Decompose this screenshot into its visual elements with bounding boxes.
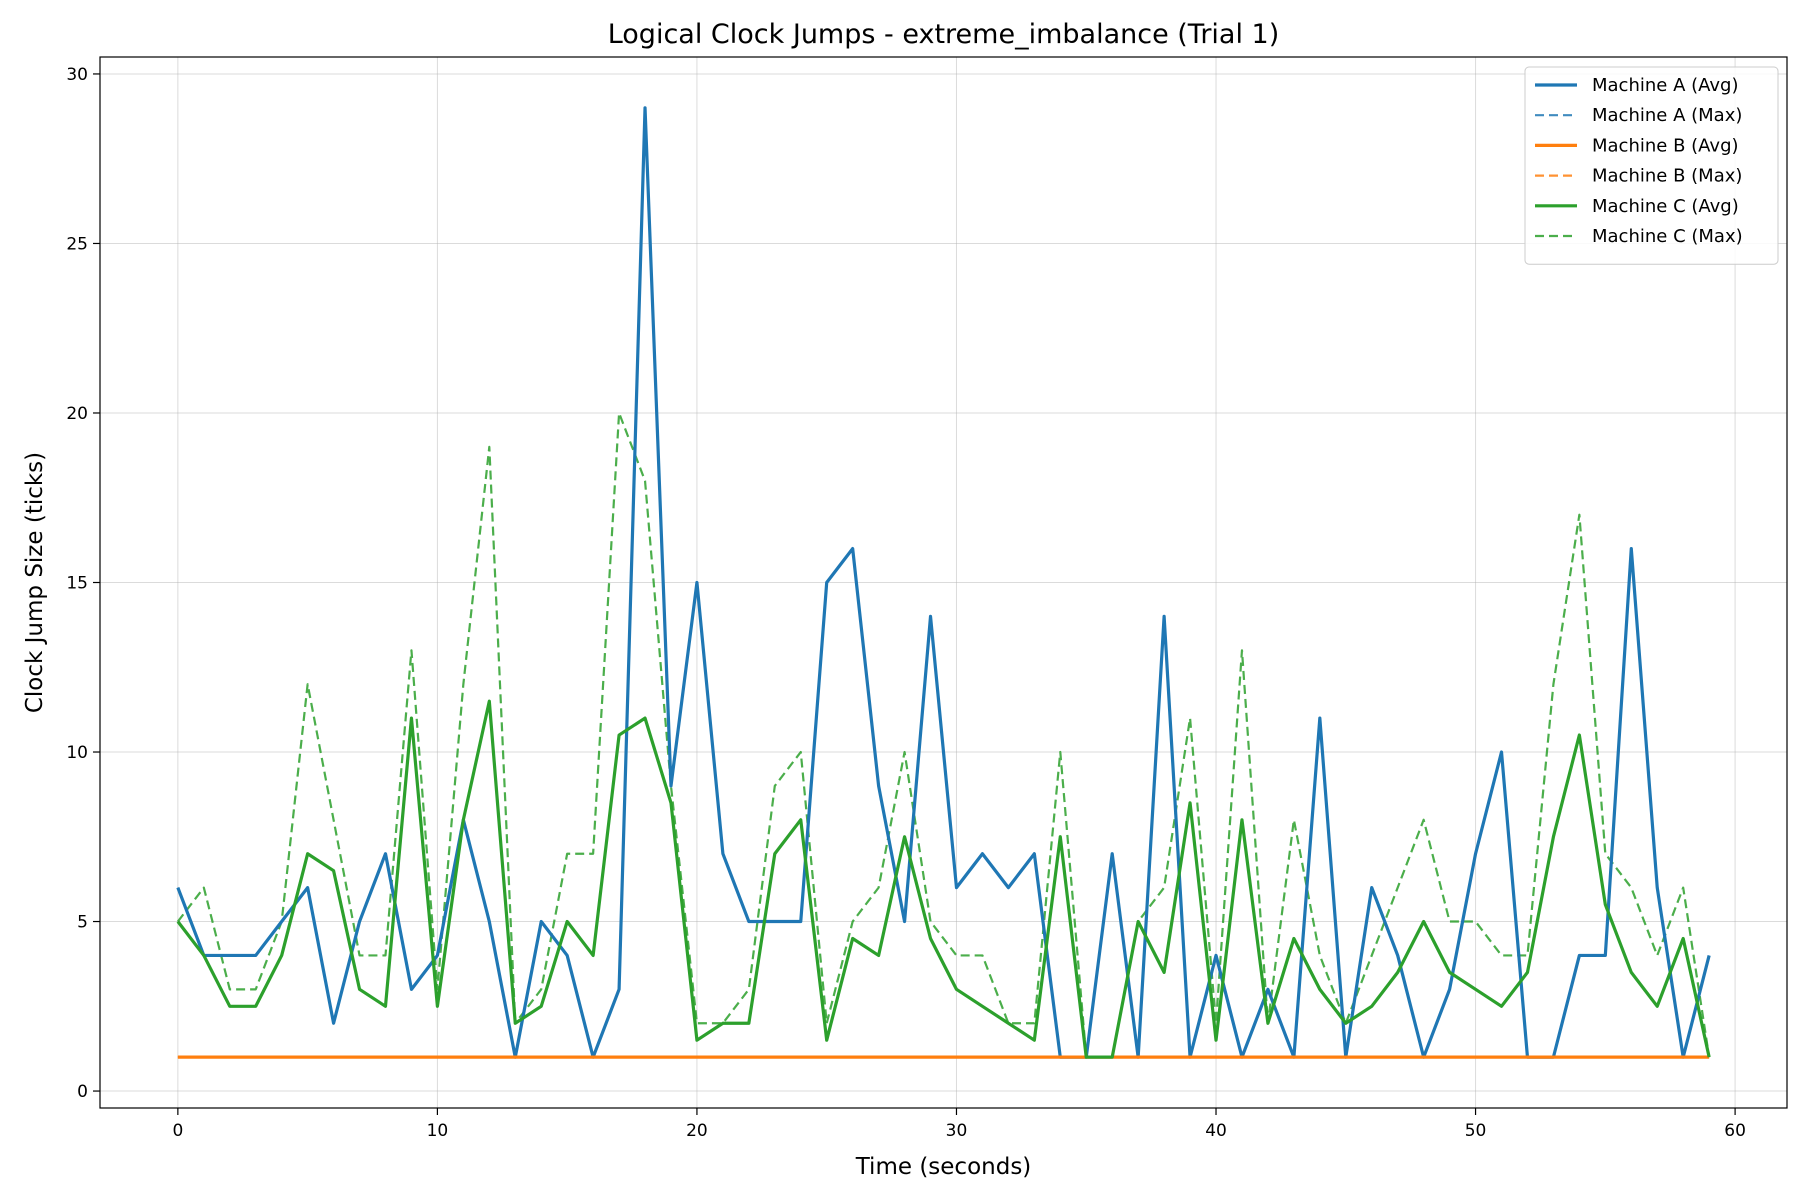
series-line-machine-c-max (176, 411, 1711, 1059)
legend-entry: Machine C (Max) (1592, 226, 1743, 247)
legend-entry: Machine C (Avg) (1592, 196, 1739, 217)
y-tick-label: 15 (66, 574, 88, 594)
x-tick-label: 50 (1465, 1121, 1487, 1141)
y-tick-label: 30 (66, 65, 88, 85)
series-line-machine-c-avg (176, 699, 1711, 1059)
y-tick-label: 0 (77, 1082, 88, 1102)
x-tick-label: 10 (427, 1121, 449, 1141)
legend-entry: Machine A (Max) (1592, 105, 1742, 126)
legend-entry: Machine B (Max) (1592, 166, 1742, 187)
x-tick-label: 30 (946, 1121, 968, 1141)
x-tick-label: 0 (172, 1121, 183, 1141)
y-axis-label: Clock Jump Size (ticks) (22, 452, 48, 713)
y-tick-label: 5 (77, 913, 88, 933)
y-tick-label: 20 (66, 404, 88, 424)
series-layer (176, 106, 1711, 1059)
x-axis-label: Time (seconds) (855, 1154, 1032, 1180)
legend-entry: Machine A (Avg) (1592, 75, 1739, 96)
legend-box (1524, 66, 1779, 265)
x-tick-label: 20 (686, 1121, 708, 1141)
chart-title: Logical Clock Jumps - extreme_imbalance … (608, 19, 1280, 50)
y-tick-label: 25 (66, 234, 88, 254)
legend-entry: Machine B (Avg) (1592, 135, 1739, 156)
x-tick-label: 60 (1724, 1121, 1746, 1141)
ticks: 0 10 20 30 40 50 60 0 5 10 15 20 25 30 (66, 65, 1746, 1141)
legend: Machine A (Avg) Machine A (Max) Machine B … (1524, 66, 1779, 265)
x-tick-label: 40 (1205, 1121, 1227, 1141)
y-tick-label: 10 (66, 743, 88, 763)
